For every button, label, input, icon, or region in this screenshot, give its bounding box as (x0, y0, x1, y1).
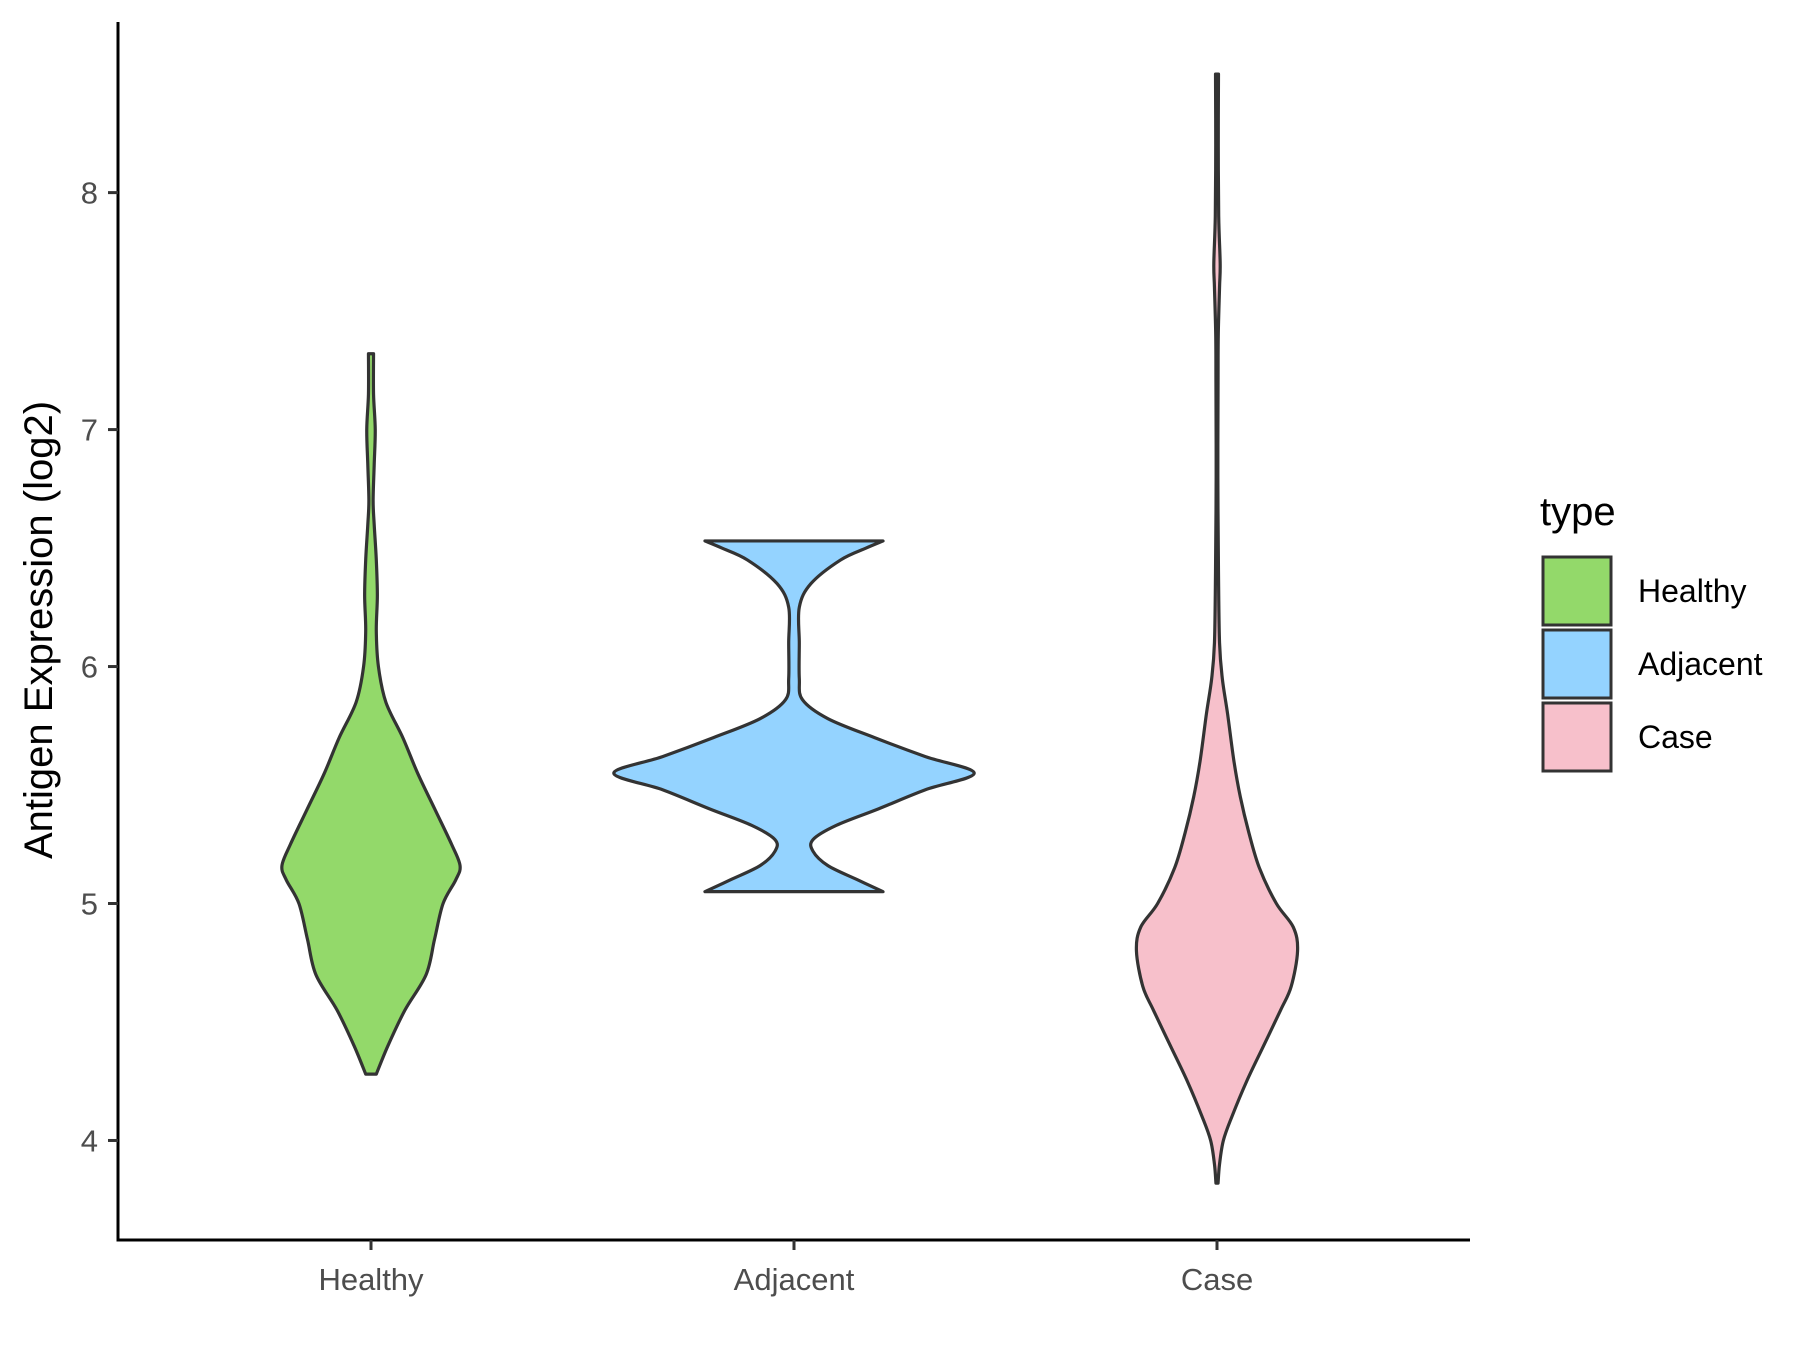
axes-layer: 4 5 6 7 8 Healthy Adjacent Case (81, 22, 1470, 1297)
y-tick-label: 5 (81, 887, 98, 922)
x-tick-label: Case (1181, 1262, 1253, 1297)
legend-label-healthy: Healthy (1638, 573, 1747, 609)
x-tick-label: Healthy (318, 1262, 424, 1297)
y-axis-title: Antigen Expression (log2) (17, 401, 61, 859)
y-tick-label: 6 (81, 650, 98, 685)
legend-key-adjacent (1541, 628, 1613, 700)
violin-adjacent (612, 539, 976, 894)
legend-label-case: Case (1638, 719, 1713, 755)
violin-healthy (280, 352, 462, 1076)
violin-case (1134, 72, 1300, 1185)
violins-layer (280, 72, 1300, 1185)
y-tick-label: 8 (81, 176, 98, 211)
legend-key-healthy (1541, 555, 1613, 627)
y-tick-label: 4 (81, 1123, 98, 1158)
legend-title: type (1540, 490, 1616, 534)
legend: type Healthy Adjacent Case (1540, 490, 1763, 773)
x-tick-label: Adjacent (734, 1262, 855, 1297)
y-tick-label: 7 (81, 413, 98, 448)
legend-key-case (1541, 701, 1613, 773)
legend-label-adjacent: Adjacent (1638, 646, 1763, 682)
